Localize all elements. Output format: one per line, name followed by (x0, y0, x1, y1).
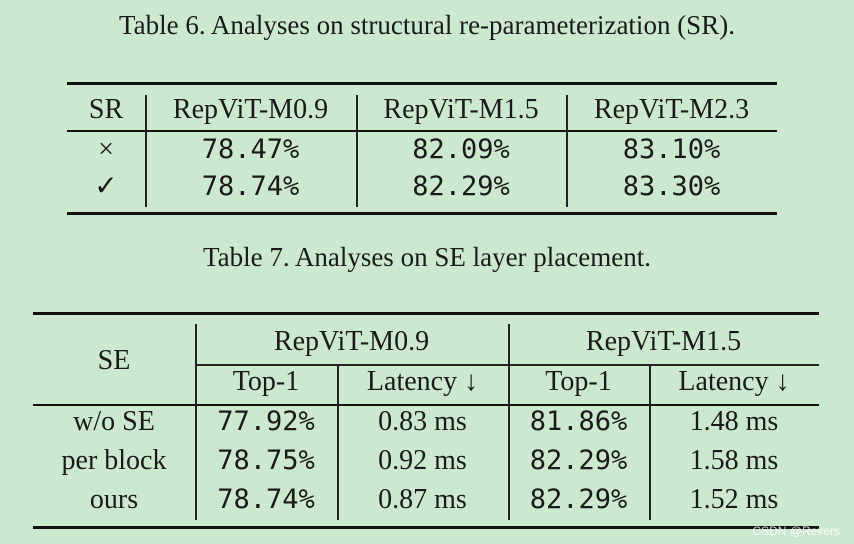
table6-cell: 83.30% (622, 171, 721, 202)
table7-cell: 1.58 ms (689, 445, 779, 476)
table7-subheader-latency: Latency ↓ (678, 366, 790, 397)
table7-cell: 81.86% (529, 406, 628, 437)
table6-cell: 82.09% (412, 134, 510, 165)
table6-cell: 83.10% (622, 134, 721, 165)
table7-row-label: per block (61, 445, 167, 476)
table7-divider (508, 324, 510, 520)
table7-group-m09: RepViT-M0.9 (273, 326, 430, 357)
table6-cell: 78.74% (201, 171, 300, 202)
table7-cell: 1.52 ms (689, 484, 779, 515)
table6-caption: Table 6. Analyses on structural re-param… (119, 10, 735, 40)
table7-row-label: w/o SE (73, 406, 155, 437)
table7-divider (337, 366, 339, 520)
table7-row-label: ours (89, 484, 139, 515)
table7-group-rule (195, 364, 819, 366)
table7-caption: Table 7. Analyses on SE layer placement. (203, 242, 651, 272)
watermark: CSDN @Revers (752, 524, 840, 538)
table7-bottom-rule (33, 526, 819, 529)
table7-mid-rule (33, 404, 819, 406)
table6-cell: 78.47% (201, 134, 300, 165)
table6-divider (356, 95, 358, 207)
table6-bottom-rule (67, 212, 777, 215)
table7-cell: 78.74% (217, 484, 315, 515)
table6-header-m15: RepViT-M1.5 (383, 94, 539, 125)
table7-cell: 0.92 ms (378, 445, 467, 476)
table6-top-rule (67, 82, 777, 85)
table7-subheader-top1: Top-1 (545, 366, 612, 397)
table7-divider (195, 324, 197, 520)
table6-cell-sr-cross: × (98, 134, 114, 165)
table7-header-se: SE (97, 345, 131, 376)
table7-cell: 0.87 ms (378, 484, 467, 515)
table6-header-m23: RepViT-M2.3 (593, 94, 750, 125)
table6-cell-sr-check: ✓ (94, 171, 118, 202)
table7-top-rule (33, 312, 819, 315)
table6-divider (145, 95, 147, 207)
table6-divider (566, 95, 568, 207)
table7-cell: 0.83 ms (378, 406, 467, 437)
table7-cell: 1.48 ms (689, 406, 779, 437)
table7-divider (649, 366, 651, 520)
table6-header-m09: RepViT-M0.9 (172, 94, 329, 125)
table7-cell: 78.75% (217, 445, 315, 476)
table7-subheader-latency: Latency ↓ (366, 366, 479, 397)
table6-cell: 82.29% (412, 171, 510, 202)
table6-mid-rule (67, 130, 777, 132)
table7-cell: 77.92% (217, 406, 315, 437)
table7-cell: 82.29% (529, 484, 628, 515)
table6-header-sr: SR (88, 94, 124, 125)
table7-cell: 82.29% (529, 445, 628, 476)
table7-subheader-top1: Top-1 (232, 366, 300, 397)
table7-group-m15: RepViT-M1.5 (585, 326, 742, 357)
